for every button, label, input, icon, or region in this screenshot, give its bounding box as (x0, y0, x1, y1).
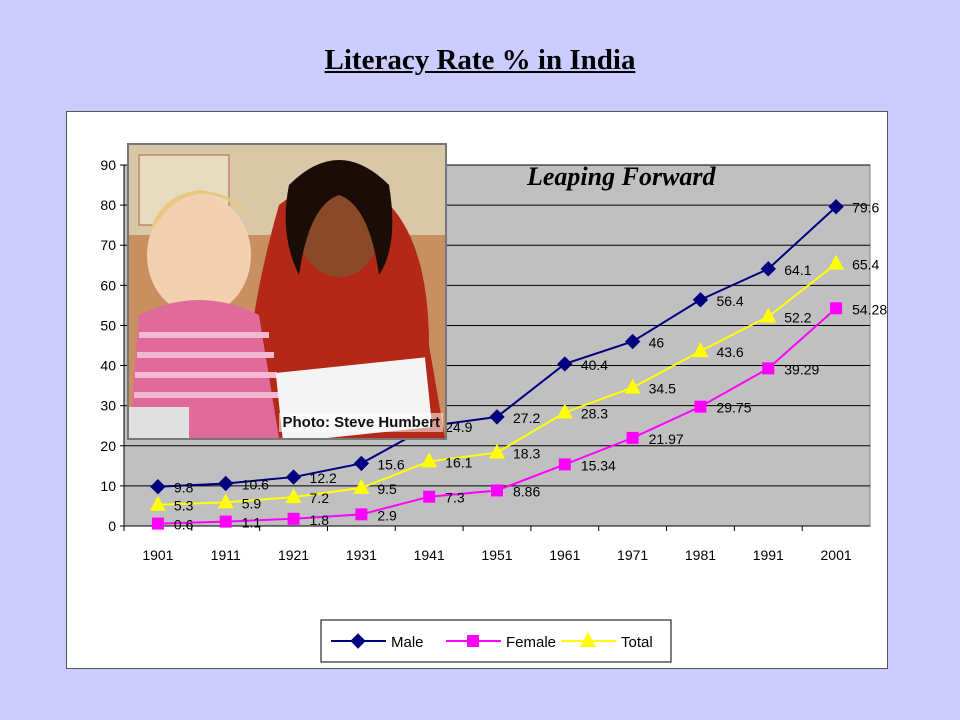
x-tick-label: 1981 (685, 547, 716, 563)
total-data-label: 65.4 (852, 257, 879, 273)
female-point (830, 302, 843, 315)
female-data-label: 54.28 (852, 301, 887, 317)
male-point (624, 333, 641, 350)
male-data-label: 10.6 (242, 476, 269, 492)
male-point (828, 199, 844, 215)
photo-credit: Photo: Steve Humbert (279, 413, 443, 432)
male-data-label: 27.2 (513, 410, 540, 426)
male-point (557, 356, 573, 372)
x-tick-label: 1921 (278, 547, 309, 563)
total-point (489, 443, 505, 459)
total-data-label: 9.5 (377, 481, 397, 497)
legend-label: Male (391, 634, 424, 651)
male-point (760, 261, 776, 277)
y-tick-label: 70 (100, 237, 116, 253)
total-data-label: 52.2 (784, 310, 811, 326)
total-point (421, 452, 438, 468)
x-tick-label: 1931 (346, 547, 377, 563)
female-point (287, 512, 300, 525)
female-data-label: 1.8 (310, 512, 330, 528)
female-data-label: 1.1 (242, 515, 262, 531)
x-tick-label: 1951 (481, 547, 512, 563)
y-tick-label: 0 (108, 518, 116, 534)
male-data-label: 15.6 (377, 456, 404, 472)
total-point (285, 488, 302, 504)
male-data-label: 46 (649, 334, 665, 350)
male-data-label: 12.2 (310, 470, 337, 486)
female-point (151, 517, 164, 530)
male-data-label: 24.9 (445, 419, 472, 435)
female-data-label: 29.75 (716, 400, 751, 416)
male-data-label: 56.4 (716, 293, 743, 309)
female-data-label: 15.34 (581, 457, 616, 473)
male-data-label: 79.6 (852, 200, 879, 216)
female-data-label: 39.29 (784, 361, 819, 377)
slide-title: Literacy Rate % in India (324, 44, 636, 76)
legend-label: Total (621, 634, 653, 651)
legend-label: Female (506, 634, 556, 651)
female-point (491, 484, 503, 497)
total-data-label: 28.3 (581, 405, 608, 421)
total-point (624, 378, 641, 394)
total-point (692, 342, 709, 358)
male-data-label: 64.1 (784, 262, 811, 278)
female-point (558, 458, 571, 471)
female-point (626, 431, 639, 444)
legend-marker (580, 632, 596, 647)
y-tick-label: 90 (100, 157, 116, 173)
male-point (489, 409, 505, 425)
male-point (353, 455, 370, 472)
female-point (694, 400, 707, 413)
total-point (760, 307, 777, 323)
male-point (218, 475, 234, 492)
male-data-label: 9.8 (174, 480, 194, 496)
y-tick-label: 10 (100, 478, 116, 494)
x-tick-label: 1941 (414, 547, 445, 563)
y-tick-label: 50 (100, 317, 116, 333)
total-point (828, 254, 845, 270)
x-tick-label: 2001 (821, 547, 852, 563)
y-tick-label: 30 (100, 398, 116, 414)
total-data-label: 5.9 (242, 495, 262, 511)
total-data-label: 16.1 (445, 454, 472, 470)
female-point (355, 508, 368, 521)
x-tick-label: 1911 (211, 547, 241, 563)
total-data-label: 43.6 (716, 344, 743, 360)
chart-overlay-caption: Leaping Forward (527, 162, 716, 191)
teacher-child-photo: Photo: Steve Humbert (127, 143, 447, 440)
male-data-label: 40.4 (581, 357, 608, 373)
male-point (150, 478, 166, 495)
female-data-label: 2.9 (377, 507, 397, 523)
legend-marker (350, 633, 366, 649)
total-point (217, 493, 234, 509)
y-tick-label: 60 (100, 277, 116, 293)
x-tick-label: 1901 (142, 547, 173, 563)
female-point (423, 490, 436, 503)
y-tick-label: 20 (100, 438, 116, 454)
male-point (285, 469, 302, 485)
female-data-label: 0.6 (174, 517, 194, 533)
female-data-label: 7.3 (445, 490, 465, 506)
total-data-label: 34.5 (649, 381, 676, 397)
y-tick-label: 80 (100, 197, 116, 213)
female-data-label: 21.97 (649, 431, 684, 447)
total-data-label: 5.3 (174, 498, 194, 514)
total-point (353, 478, 370, 494)
female-point (762, 362, 775, 375)
female-point (219, 515, 232, 528)
x-tick-label: 1991 (753, 547, 784, 563)
total-data-label: 7.2 (310, 490, 330, 506)
male-point (692, 292, 709, 308)
female-data-label: 8.86 (513, 483, 540, 499)
total-data-label: 18.3 (513, 446, 540, 462)
total-point (149, 495, 166, 511)
total-point (556, 403, 573, 419)
y-tick-label: 40 (100, 358, 116, 374)
x-tick-label: 1961 (549, 547, 580, 563)
x-tick-label: 1971 (617, 547, 648, 563)
legend-marker (467, 635, 479, 647)
